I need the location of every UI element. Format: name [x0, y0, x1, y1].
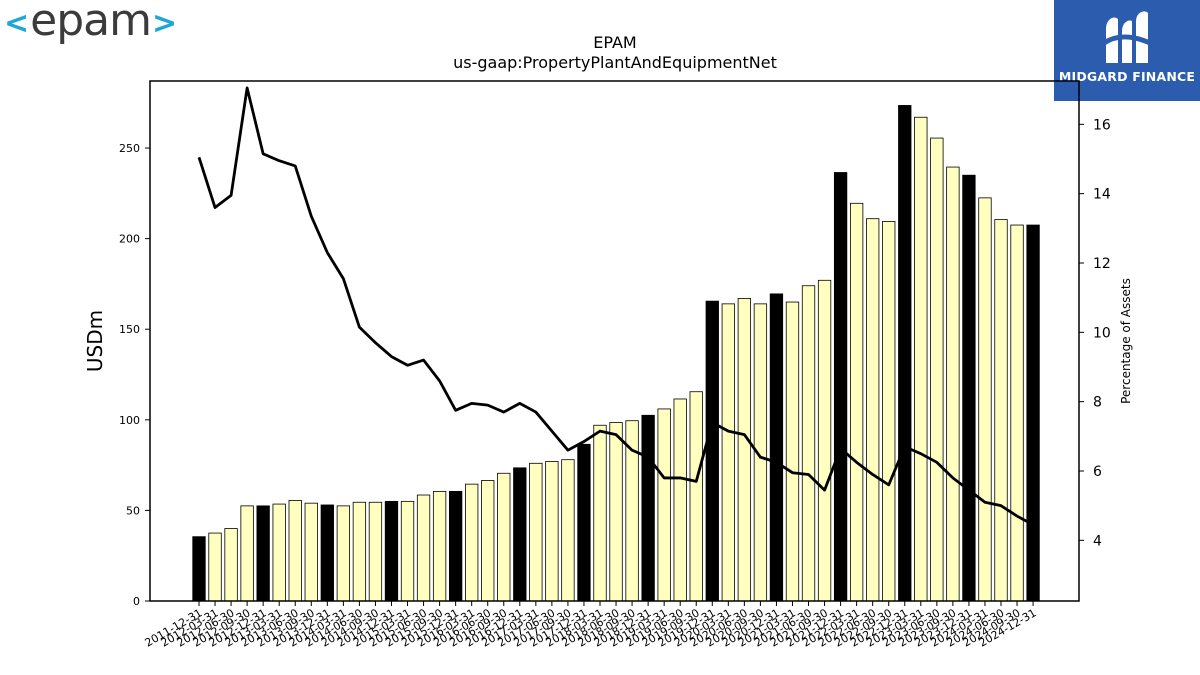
- bar: [866, 218, 880, 602]
- bar: [721, 303, 735, 602]
- bar: [400, 500, 415, 602]
- y-tick-label: 100: [119, 414, 140, 427]
- logo-bracket-open: <: [4, 6, 30, 41]
- midgard-finance-name: MIDGARD FINANCE: [1058, 69, 1196, 84]
- bar: [224, 528, 238, 602]
- y2-tick-label: 16: [1093, 117, 1111, 133]
- bar: [737, 298, 752, 602]
- y2-axis-label: Percentage of Assets: [1119, 278, 1133, 404]
- bar: [898, 105, 912, 602]
- bar: [481, 480, 495, 602]
- bar: [208, 532, 222, 602]
- bar: [785, 301, 800, 602]
- bar: [833, 172, 848, 602]
- bar: [529, 462, 543, 602]
- y2-tick-label: 6: [1093, 464, 1102, 480]
- bar: [849, 202, 864, 602]
- bar: [801, 285, 816, 602]
- bars-layer: [192, 105, 1040, 602]
- y-tick-label: 250: [119, 142, 140, 155]
- bar: [320, 504, 334, 602]
- bar: [497, 472, 511, 602]
- logo-wordmark: epam: [30, 0, 152, 46]
- bar: [304, 502, 318, 602]
- bar: [882, 221, 896, 602]
- bar: [1010, 224, 1024, 602]
- bar: [1026, 224, 1040, 602]
- y2-tick-label: 14: [1093, 187, 1111, 203]
- bar: [416, 494, 431, 602]
- bar: [465, 483, 479, 602]
- y-tick-label: 200: [119, 233, 140, 246]
- right-axis: 4 6 8 10 12 14 16: [1079, 117, 1111, 549]
- y2-tick-label: 8: [1093, 395, 1102, 411]
- bar: [994, 219, 1008, 602]
- bar: [914, 116, 928, 602]
- bar: [192, 536, 206, 602]
- bar: [577, 443, 591, 602]
- y2-tick-label: 4: [1093, 533, 1102, 549]
- y-tick-label: 50: [126, 504, 140, 517]
- bar: [272, 503, 286, 602]
- bar: [513, 467, 527, 602]
- percentage-line: [197, 86, 1034, 526]
- bar: [705, 300, 719, 602]
- bar: [962, 174, 976, 602]
- bar: [384, 500, 399, 602]
- bar: [946, 166, 960, 602]
- bar: [368, 501, 383, 602]
- bar: [448, 490, 463, 602]
- bar: [256, 505, 270, 602]
- midgard-emblem-icon: [1102, 11, 1152, 64]
- left-axis: 0 50 100 150 200 250: [119, 142, 150, 608]
- y-tick-label: 0: [133, 595, 140, 608]
- epam-logo: < epam >: [4, 0, 178, 46]
- x-axis: 2011-12-312012-03-312012-06-302012-09-30…: [143, 601, 1039, 650]
- bar: [673, 398, 687, 602]
- chart-subtitle: us-gaap:PropertyPlantAndEquipmentNet: [453, 53, 777, 72]
- y2-tick-label: 10: [1093, 325, 1111, 341]
- logo-bracket-close: >: [151, 6, 178, 41]
- bar: [689, 391, 703, 602]
- plot-frame: [149, 80, 1080, 602]
- bar: [930, 137, 944, 602]
- y2-tick-label: 12: [1093, 256, 1111, 272]
- bar: [336, 505, 351, 602]
- bar: [561, 459, 575, 602]
- bar: [545, 461, 559, 602]
- bar: [641, 414, 655, 602]
- bar: [352, 501, 367, 602]
- bar: [609, 422, 623, 602]
- bar: [288, 500, 302, 602]
- bar: [817, 279, 832, 602]
- bar: [593, 424, 607, 602]
- bar: [240, 505, 254, 602]
- bar: [432, 490, 447, 602]
- bar: [769, 293, 784, 602]
- y-axis-label: USDm: [83, 310, 107, 372]
- bar: [657, 408, 671, 602]
- y-tick-label: 150: [119, 323, 140, 336]
- chart-title: EPAM: [593, 33, 636, 52]
- bar: [978, 197, 992, 602]
